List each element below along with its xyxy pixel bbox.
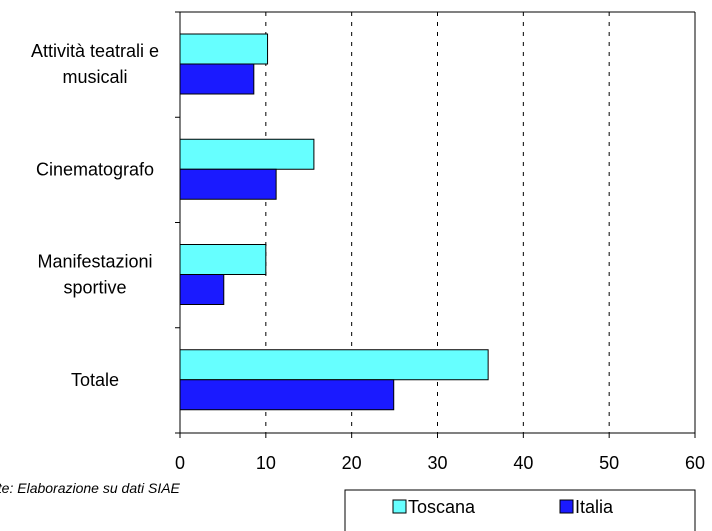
category-label-2: Manifestazioni sportive [37, 252, 152, 298]
bar-italia-2 [180, 275, 224, 305]
x-tick-labels: 0 10 20 30 40 50 60 [175, 453, 705, 473]
x-tick-label-10: 10 [256, 453, 276, 473]
x-tick-label-0: 0 [175, 453, 185, 473]
x-tick-label-30: 30 [427, 453, 447, 473]
category-label-0: Attività teatrali e musicali [31, 41, 159, 87]
legend-label-toscana: Toscana [408, 497, 476, 517]
bar-italia-1 [180, 169, 276, 199]
bar-toscana-2 [180, 245, 266, 275]
bar-toscana-0 [180, 34, 268, 64]
category-label-3: Totale [71, 370, 119, 390]
bar-italia-0 [180, 64, 254, 94]
x-tick-label-60: 60 [685, 453, 705, 473]
bar-italia-3 [180, 380, 394, 410]
x-tick-label-40: 40 [513, 453, 533, 473]
category-labels: Attività teatrali e musicali Cinematografo… [31, 41, 159, 390]
bar-toscana-1 [180, 139, 314, 169]
bars [180, 34, 488, 410]
legend-label-italia: Italia [575, 497, 614, 517]
x-tick-label-50: 50 [599, 453, 619, 473]
legend-swatch-toscana [393, 500, 406, 513]
x-tick-label-20: 20 [342, 453, 362, 473]
legend: Toscana Italia [345, 490, 695, 531]
source-note: nte: Elaborazione su dati SIAE [0, 480, 180, 496]
bar-toscana-3 [180, 350, 488, 380]
category-label-1: Cinematografo [36, 159, 154, 179]
legend-swatch-italia [560, 500, 573, 513]
